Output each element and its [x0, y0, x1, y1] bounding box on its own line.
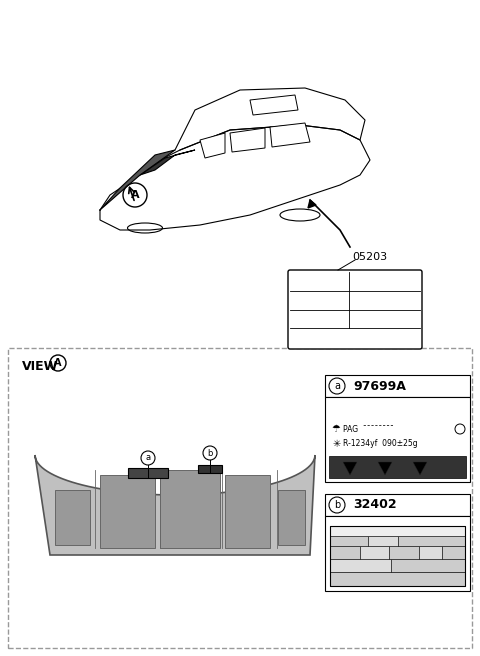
FancyBboxPatch shape: [329, 456, 466, 478]
FancyBboxPatch shape: [325, 494, 470, 516]
Text: R-1234yf  090±25g: R-1234yf 090±25g: [343, 440, 418, 449]
Polygon shape: [55, 490, 90, 545]
FancyBboxPatch shape: [128, 468, 168, 478]
FancyBboxPatch shape: [330, 559, 391, 572]
Polygon shape: [200, 133, 225, 158]
Polygon shape: [140, 150, 195, 175]
Text: A: A: [131, 190, 139, 200]
Text: A: A: [54, 358, 62, 368]
FancyBboxPatch shape: [330, 536, 368, 546]
FancyBboxPatch shape: [330, 546, 360, 559]
FancyBboxPatch shape: [397, 536, 465, 546]
FancyBboxPatch shape: [325, 375, 470, 397]
FancyBboxPatch shape: [368, 536, 397, 546]
Polygon shape: [250, 95, 298, 115]
FancyBboxPatch shape: [442, 546, 465, 559]
Text: 32402: 32402: [353, 499, 396, 512]
Polygon shape: [100, 150, 175, 210]
FancyBboxPatch shape: [389, 546, 419, 559]
FancyBboxPatch shape: [325, 516, 470, 591]
Polygon shape: [230, 128, 265, 152]
Text: ☂: ☂: [332, 424, 341, 434]
Polygon shape: [343, 462, 357, 475]
Text: a: a: [145, 453, 151, 462]
Polygon shape: [35, 455, 315, 555]
FancyBboxPatch shape: [8, 348, 472, 648]
FancyBboxPatch shape: [391, 559, 465, 572]
Polygon shape: [270, 123, 310, 147]
FancyBboxPatch shape: [325, 397, 470, 482]
Text: 05203: 05203: [352, 252, 387, 262]
Text: VIEW: VIEW: [22, 360, 59, 373]
Polygon shape: [378, 462, 392, 475]
Polygon shape: [413, 462, 427, 475]
Polygon shape: [278, 490, 305, 545]
Polygon shape: [100, 475, 155, 548]
Text: 97699A: 97699A: [353, 380, 406, 392]
FancyBboxPatch shape: [419, 546, 442, 559]
Text: b: b: [207, 449, 213, 457]
Polygon shape: [308, 200, 316, 208]
FancyBboxPatch shape: [198, 465, 222, 473]
FancyBboxPatch shape: [330, 526, 465, 536]
Polygon shape: [160, 470, 220, 548]
Text: b: b: [334, 500, 340, 510]
FancyBboxPatch shape: [288, 270, 422, 349]
Polygon shape: [225, 475, 270, 548]
Text: a: a: [334, 381, 340, 391]
Text: PAG  ¯¯¯¯¯¯¯¯: PAG ¯¯¯¯¯¯¯¯: [343, 424, 394, 434]
Text: ✳: ✳: [332, 439, 340, 449]
FancyBboxPatch shape: [360, 546, 389, 559]
FancyBboxPatch shape: [330, 572, 465, 586]
